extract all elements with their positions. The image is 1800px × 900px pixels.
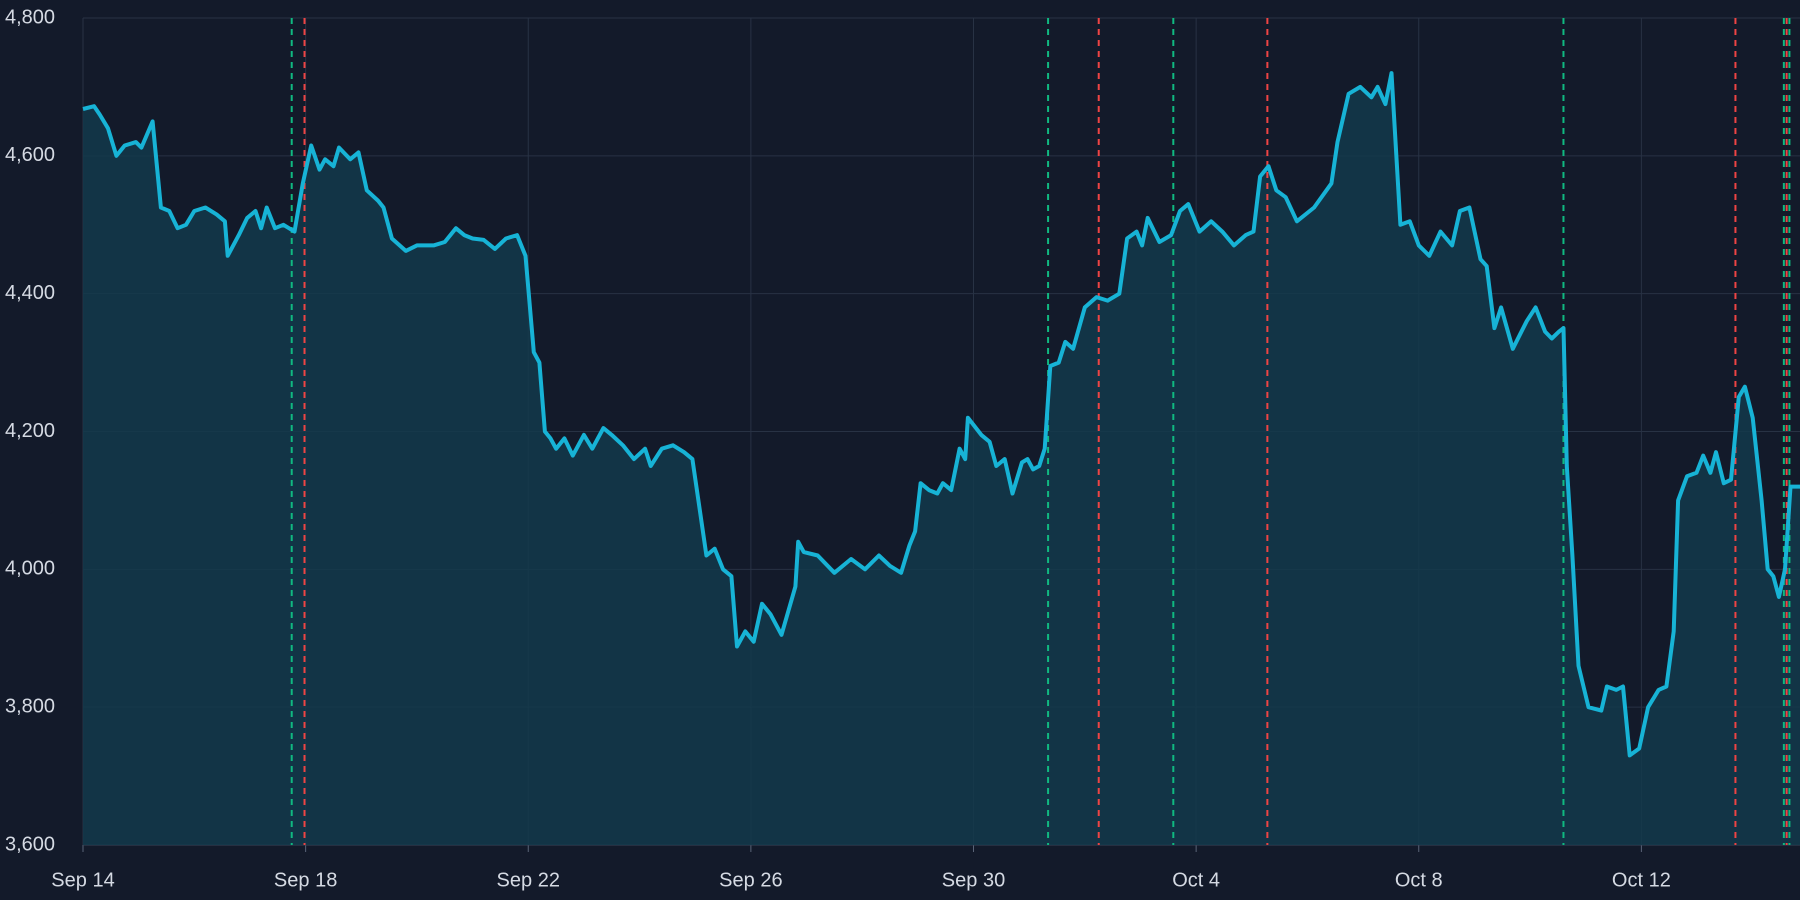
y-tick-label: 3,800 (5, 695, 55, 717)
price-line (82, 71, 1800, 758)
y-tick-label: 4,800 (5, 6, 55, 28)
y-tick-label: 4,600 (5, 144, 55, 166)
area (83, 73, 1800, 846)
x-tick-label: Sep 26 (719, 869, 782, 891)
x-tick-label: Oct 12 (1612, 869, 1671, 891)
y-tick-label: 4,400 (5, 282, 55, 304)
y-tick-label: 3,600 (5, 833, 55, 855)
x-tick-label: Sep 14 (51, 869, 114, 891)
x-tick-label: Oct 4 (1172, 869, 1220, 891)
y-tick-label: 4,000 (5, 558, 55, 580)
x-tick-label: Oct 8 (1395, 869, 1443, 891)
x-tick-label: Sep 30 (942, 869, 1005, 891)
y-tick-label: 4,200 (5, 420, 55, 442)
x-tick-label: Sep 22 (497, 869, 560, 891)
x-tick-label: Sep 18 (274, 869, 337, 891)
